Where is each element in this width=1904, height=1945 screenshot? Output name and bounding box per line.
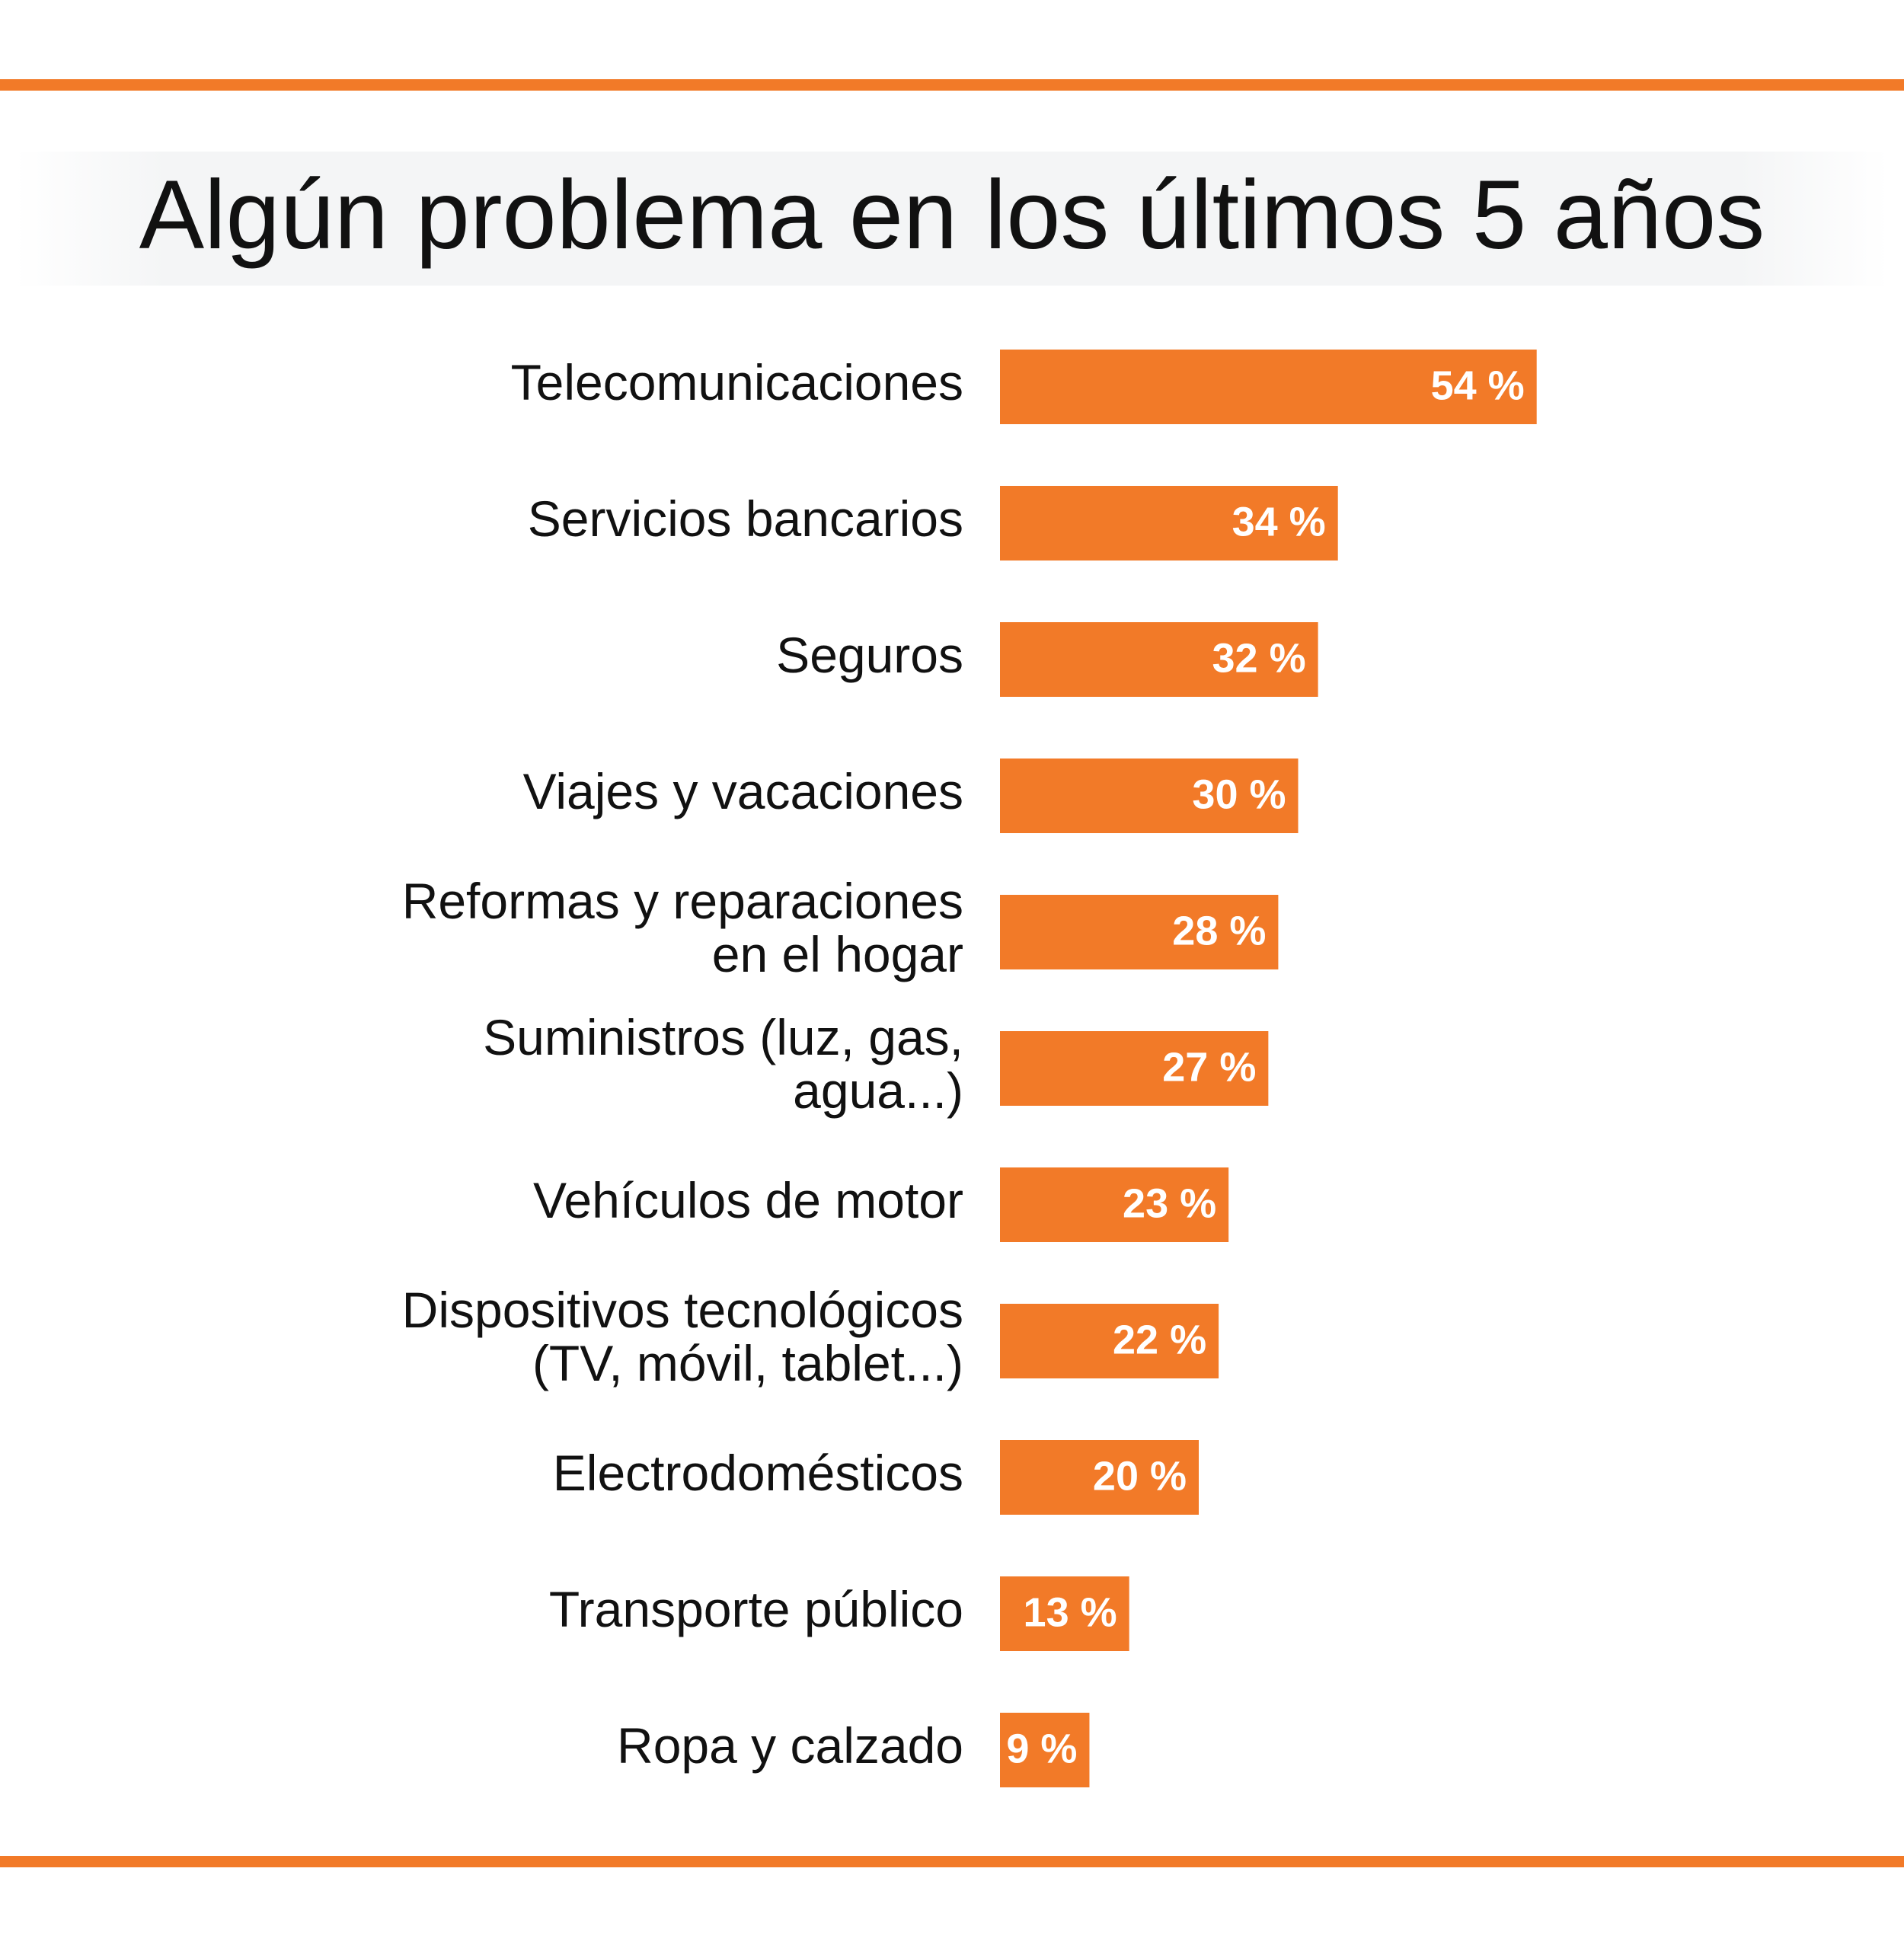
bar [1000,486,1338,561]
value-label: 28 % [1172,908,1266,953]
value-label: 27 % [1162,1044,1256,1090]
bar [1000,1031,1269,1106]
top-rule [0,79,1904,91]
category-label: Electrodomésticos [553,1445,963,1501]
value-label: 20 % [1093,1453,1187,1499]
value-label: 30 % [1192,771,1286,817]
category-label: Suministros (luz, gas, agua...) [483,1009,963,1119]
chart-title: Algún problema en los últimos 5 años [139,161,1765,270]
value-label: 32 % [1212,635,1306,681]
title-band [15,152,1889,286]
bar [1000,1304,1219,1378]
category-label: Dispositivos tecnológicos (TV, móvil, tab… [402,1282,963,1391]
bar [1000,759,1299,833]
value-label: 22 % [1113,1317,1206,1362]
bar [1000,1167,1229,1242]
bar [1000,895,1279,969]
bar [1000,1576,1129,1651]
value-label: 23 % [1123,1180,1216,1226]
category-label: Vehículos de motor [533,1172,963,1228]
category-label: Transporte público [549,1581,963,1637]
bar [1000,350,1537,424]
category-label: Telecomunicaciones [511,354,963,410]
value-label: 13 % [1024,1589,1117,1635]
bar [1000,622,1318,697]
category-label: Viajes y vacaciones [523,763,963,819]
value-label: 54 % [1431,362,1525,408]
bar [1000,1713,1090,1787]
category-label: Servicios bancarios [528,490,963,547]
bar [1000,1440,1199,1515]
value-label: 34 % [1232,499,1326,545]
value-label: 9 % [1006,1726,1077,1771]
category-label: Reformas y reparaciones en el hogar [402,873,963,982]
category-label: Ropa y calzado [617,1717,963,1774]
bottom-rule [0,1856,1904,1867]
category-label: Seguros [776,627,963,683]
